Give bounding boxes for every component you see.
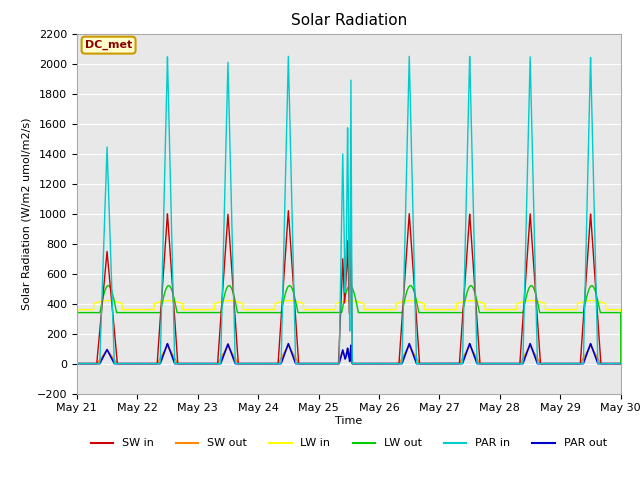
PAR in [617,361,625,367]
Text: DC_met: DC_met [85,40,132,50]
PAR out [427,361,435,367]
Line: LW in: LW in [77,300,621,364]
LW in [104,298,112,303]
LW in [427,307,435,312]
LW out [617,361,625,367]
SW out [427,361,435,367]
SW out [172,357,179,363]
LW in [172,299,180,304]
PAR out [399,358,407,363]
SW out [281,349,289,355]
SW out [285,342,292,348]
SW in [427,361,435,367]
PAR out [73,361,81,367]
Line: PAR out: PAR out [77,344,621,364]
PAR in [281,210,289,216]
PAR out [617,361,625,367]
LW out [399,305,407,311]
SW in [281,263,289,269]
PAR out [520,357,528,363]
PAR in [172,361,179,367]
SW out [399,353,407,359]
LW out [427,310,435,315]
PAR in [520,306,528,312]
PAR in [73,361,81,367]
PAR in [427,361,435,367]
LW out [520,304,528,310]
LW in [617,361,625,367]
Line: SW out: SW out [77,345,621,364]
PAR in [285,53,292,59]
SW in [520,298,528,303]
LW out [281,293,289,299]
LW in [520,299,528,304]
LW in [479,300,486,306]
Line: PAR in: PAR in [77,56,621,364]
LW in [281,298,289,304]
SW out [479,361,486,367]
PAR in [399,312,407,317]
X-axis label: Time: Time [335,416,362,426]
SW out [73,361,81,367]
SW in [479,361,486,367]
SW in [285,208,292,214]
Title: Solar Radiation: Solar Radiation [291,13,407,28]
SW in [73,361,81,367]
Line: LW out: LW out [77,286,621,364]
PAR out [281,351,289,357]
SW out [520,353,528,359]
LW in [73,307,81,312]
PAR out [479,361,486,367]
Y-axis label: Solar Radiation (W/m2 umol/m2/s): Solar Radiation (W/m2 umol/m2/s) [21,117,31,310]
Legend: SW in, SW out, LW in, LW out, PAR in, PAR out: SW in, SW out, LW in, LW out, PAR in, PA… [86,434,611,453]
SW in [399,300,407,305]
LW out [172,302,179,308]
PAR in [479,361,486,367]
SW out [617,361,625,367]
SW in [617,361,625,367]
LW out [479,310,486,315]
Line: SW in: SW in [77,211,621,364]
PAR out [172,361,179,367]
LW out [73,310,81,315]
PAR out [285,341,292,347]
SW in [172,330,179,336]
LW out [406,283,414,288]
LW in [399,299,407,304]
